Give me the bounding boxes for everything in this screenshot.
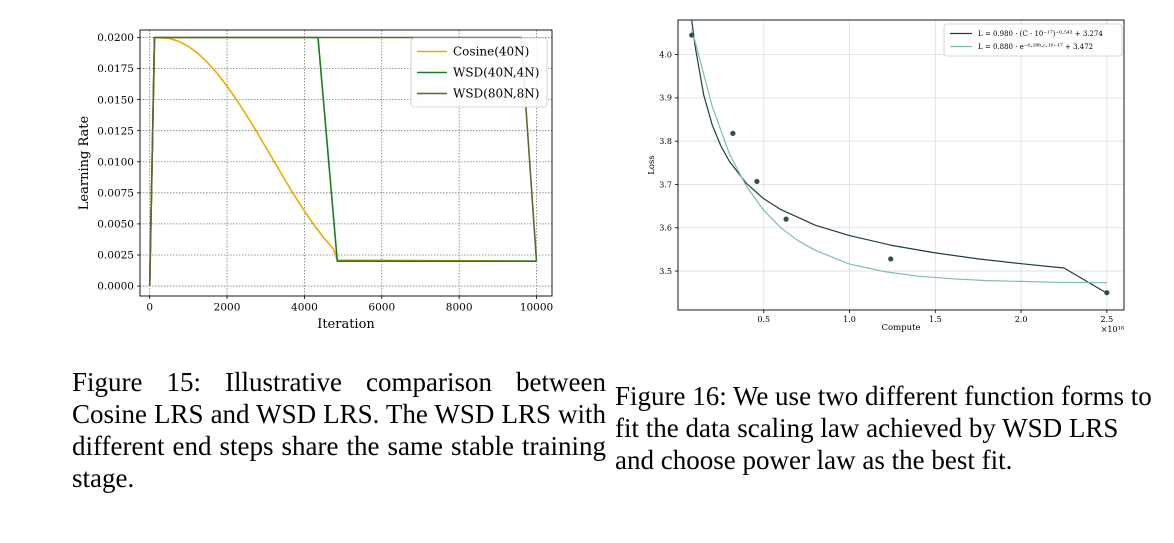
data-point — [730, 130, 736, 137]
y-tick-label: 0.0075 — [97, 188, 134, 200]
y-tick-label: 3.7 — [659, 180, 672, 189]
y-tick-label: 3.9 — [659, 94, 672, 103]
legend-box — [410, 37, 548, 108]
x-tick-label: 0.5 — [757, 315, 770, 324]
figure-15-caption: Figure 15: Illustrative comparison betwe… — [72, 367, 606, 493]
legend-label: L = 0.880 · e⁻⁰·²⁸⁸·ᶜ·¹⁰⁻¹⁷ + 3.472 — [978, 43, 1093, 51]
x-tick-label: 6000 — [368, 302, 395, 314]
legend-label: WSD(40N,4N) — [453, 66, 540, 80]
x-tick-label: 10000 — [520, 302, 553, 314]
plot-frame — [677, 19, 1125, 311]
y-tick-label: 0.0100 — [97, 156, 134, 168]
y-tick-label: 0.0000 — [97, 281, 134, 293]
lr-schedule-chart: 0 2000 4000 6000 8000 10000 0.0000 0.0025 0.0050… — [77, 29, 553, 332]
series-line-2 — [148, 36, 538, 287]
x-tick-label: 1.0 — [843, 315, 856, 324]
y-tick-label: 0.0175 — [97, 63, 134, 75]
y-tick-label: 3.5 — [659, 267, 672, 276]
figure-16-caption: Figure 16: We use two different function… — [615, 381, 1152, 475]
y-tick-label: 4.0 — [659, 50, 672, 59]
series-line-0 — [148, 36, 537, 287]
data-point — [1104, 290, 1110, 296]
x-axis-label: Compute — [881, 323, 920, 333]
legend-label: L = 0.980 · (C · 10⁻¹⁷)⁻⁰·⁵⁴³ + 3.274 — [978, 30, 1103, 38]
x-tick-label: 8000 — [446, 302, 473, 314]
x-tick-label: 2000 — [214, 302, 241, 314]
y-tick-label: 3.8 — [659, 137, 672, 146]
figure-15-chart: 0 2000 4000 6000 8000 10000 0.0000 0.0025 0.0050… — [0, 0, 590, 340]
legend-label: Cosine(40N) — [453, 45, 529, 59]
x-tick-label: 1.5 — [929, 315, 942, 324]
scaling-law-chart: 0.5 1.0 1.5 2.0 2.5 3.5 3.6 3.7 3.8 3.9 4.0 Compute… — [647, 19, 1125, 334]
y-tick-label: 0.0150 — [97, 94, 134, 106]
x-tick-label: 2.0 — [1015, 315, 1028, 324]
plot-frame — [139, 29, 553, 297]
y-tick-label: 0.0125 — [97, 125, 134, 137]
y-tick-label: 3.6 — [659, 224, 672, 233]
legend-box — [943, 23, 1123, 57]
y-tick-label: 0.0050 — [97, 219, 134, 231]
x-tick-label: 0 — [146, 302, 153, 314]
series-line-1 — [691, 28, 1107, 284]
data-point — [754, 178, 760, 185]
data-point — [783, 216, 789, 222]
x-axis-label: Iteration — [317, 317, 375, 332]
data-point — [888, 256, 894, 262]
y-axis-label: Learning Rate — [77, 115, 92, 210]
legend-label: WSD(80N,8N) — [453, 87, 540, 101]
y-axis-label: Loss — [647, 155, 657, 175]
x-tick-label: 2.5 — [1100, 315, 1113, 324]
data-point — [689, 32, 695, 38]
x-tick-label: 4000 — [291, 302, 318, 314]
x-scale-label: ×10¹⁸ — [1101, 325, 1124, 334]
figure-16-chart: 0.5 1.0 1.5 2.0 2.5 3.5 3.6 3.7 3.8 3.9 4.0 Compute… — [610, 0, 1174, 340]
y-tick-label: 0.0025 — [97, 250, 134, 262]
series-line-0 — [691, 19, 1108, 294]
y-tick-label: 0.0200 — [97, 32, 134, 44]
